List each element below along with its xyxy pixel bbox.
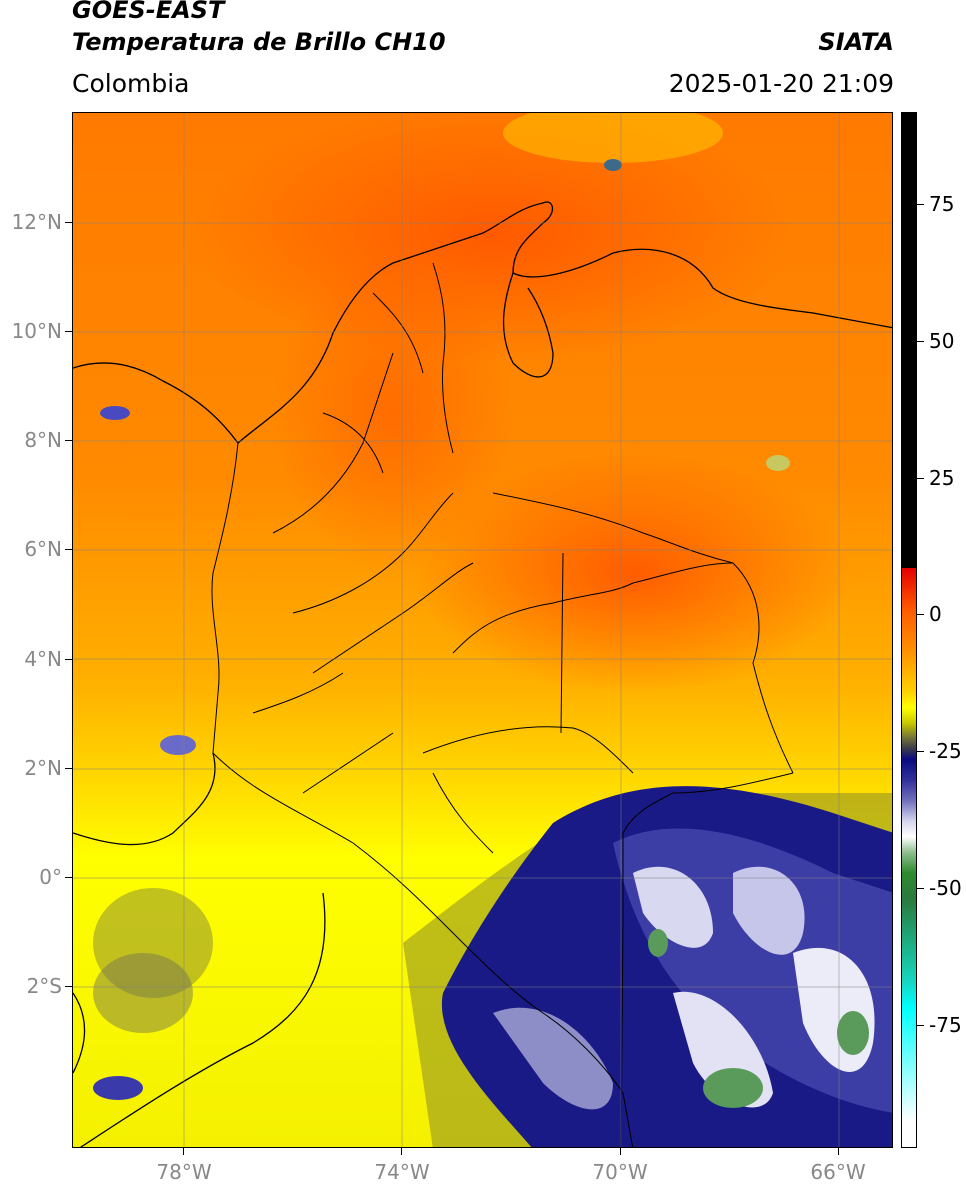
- colorbar-label-25: 25: [929, 466, 955, 490]
- credit-label: SIATA: [818, 28, 894, 56]
- lon-tick: [401, 1148, 402, 1155]
- colorbar-label-minus25: -25: [929, 739, 962, 763]
- colorbar-tick: [917, 204, 924, 205]
- colorbar-tick: [917, 888, 924, 889]
- lon-label-78w: 78°W: [156, 1160, 212, 1184]
- lat-label-10n: 10°N: [11, 319, 62, 343]
- colorbar-label-50: 50: [929, 329, 955, 353]
- colorbar-label-minus75: -75: [929, 1013, 962, 1037]
- lat-label-4n: 4°N: [24, 647, 62, 671]
- timestamp-label: 2025-01-20 21:09: [668, 69, 894, 98]
- lat-tick: [65, 440, 72, 441]
- map-canvas: [73, 113, 892, 1147]
- lat-tick: [65, 659, 72, 660]
- colorbar-tick: [917, 341, 924, 342]
- lat-label-12n: 12°N: [11, 210, 62, 234]
- colorbar-label-minus50: -50: [929, 876, 962, 900]
- product-subtitle: Temperatura de Brillo CH10: [72, 28, 446, 56]
- lat-tick: [65, 222, 72, 223]
- lat-label-6n: 6°N: [24, 537, 62, 561]
- lon-tick: [838, 1148, 839, 1155]
- lat-tick: [65, 549, 72, 550]
- lat-tick: [65, 877, 72, 878]
- colorbar-tick: [917, 751, 924, 752]
- lat-label-2n: 2°N: [24, 756, 62, 780]
- satellite-map: [72, 112, 893, 1148]
- lat-tick: [65, 768, 72, 769]
- lon-tick: [620, 1148, 621, 1155]
- colorbar: [901, 112, 917, 1148]
- lon-label-74w: 74°W: [374, 1160, 430, 1184]
- colorbar-label-0: 0: [929, 602, 942, 626]
- colorbar-tick: [917, 478, 924, 479]
- region-label: Colombia: [72, 69, 190, 98]
- colorbar-label-75: 75: [929, 192, 955, 216]
- lat-tick: [65, 986, 72, 987]
- lat-label-2s: 2°S: [26, 974, 62, 998]
- lon-label-70w: 70°W: [592, 1160, 648, 1184]
- lon-label-66w: 66°W: [810, 1160, 866, 1184]
- colorbar-tick: [917, 1025, 924, 1026]
- lat-label-0: 0°: [39, 865, 62, 889]
- lat-label-8n: 8°N: [24, 428, 62, 452]
- lat-tick: [65, 331, 72, 332]
- lon-tick: [183, 1148, 184, 1155]
- graticule: [73, 113, 892, 1147]
- product-title: GOES-EAST: [72, 0, 225, 24]
- colorbar-tick: [917, 614, 924, 615]
